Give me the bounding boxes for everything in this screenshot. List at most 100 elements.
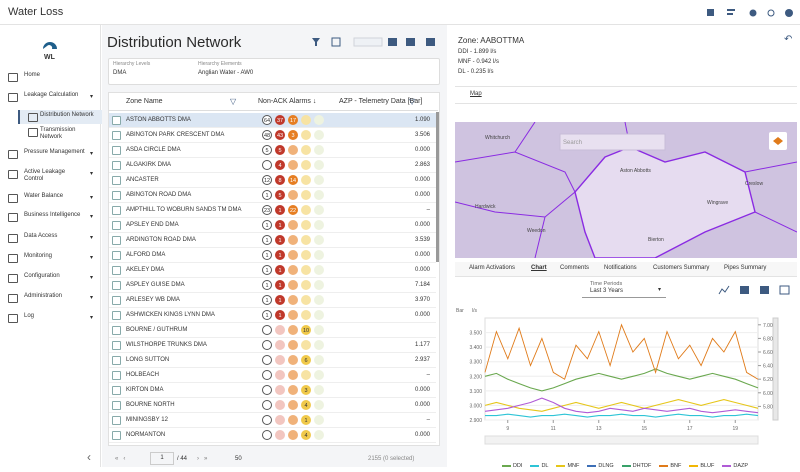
legend-item[interactable]: BNF [659, 463, 681, 469]
tab[interactable]: Pipes Summary [724, 265, 767, 271]
menu-icon[interactable] [8, 213, 18, 222]
menu-icon[interactable] [8, 234, 18, 243]
zone-name[interactable]: ALGAKIRK DMA [126, 162, 172, 168]
legend-item[interactable]: DHTDF [621, 463, 651, 469]
row-checkbox[interactable] [112, 251, 121, 260]
column-header[interactable]: AZP - Telemetry Data [Bar] [339, 98, 423, 105]
dropdown-arrow[interactable]: ▾ [658, 287, 662, 293]
legend-item[interactable]: BLUF [689, 463, 714, 469]
legend-item[interactable]: DDI [501, 463, 522, 469]
row-checkbox[interactable] [112, 131, 121, 140]
zone-name[interactable]: HOLBEACH [126, 372, 160, 378]
menu-icon[interactable] [8, 254, 18, 263]
menu-item[interactable]: Configuration [24, 273, 60, 279]
column-header[interactable]: Non-ACK Alarms ↓ [258, 98, 317, 105]
row-checkbox[interactable] [112, 356, 121, 365]
zone-name[interactable]: ARLESEY WB DMA [126, 297, 180, 303]
menu-caret[interactable]: ▾ [90, 255, 94, 261]
menu-icon[interactable] [8, 274, 18, 283]
zone-name[interactable]: BOURNE / GUTHRUM [126, 327, 188, 333]
zone-name[interactable]: AMPTHILL TO WOBURN SANDS TM DMA [126, 207, 242, 213]
menu-icon[interactable] [8, 314, 18, 323]
row-checkbox[interactable] [112, 236, 121, 245]
row-checkbox[interactable] [112, 416, 121, 425]
menu-item[interactable]: Distribution Network [40, 112, 94, 118]
row-checkbox[interactable] [112, 401, 121, 410]
tab[interactable]: Comments [560, 265, 590, 271]
table-row[interactable] [109, 398, 436, 413]
tab[interactable]: Notifications [604, 265, 637, 271]
menu-caret[interactable]: ▾ [90, 171, 94, 177]
table-row[interactable] [109, 413, 436, 428]
pager-nav[interactable]: « ‹ [115, 456, 126, 462]
menu-item[interactable]: Administration [24, 293, 63, 299]
menu-icon[interactable] [28, 128, 38, 137]
zone-name[interactable]: ASHWICKEN KINGS LYNN DMA [126, 312, 215, 318]
page-tools[interactable] [310, 36, 440, 48]
page-size[interactable]: 50 [235, 456, 242, 462]
row-checkbox[interactable] [112, 311, 121, 320]
table-row[interactable] [109, 323, 436, 338]
zone-name[interactable]: BOURNE NORTH [126, 402, 175, 408]
table-row[interactable] [109, 233, 436, 248]
legend-item[interactable]: DL [530, 463, 548, 469]
filter-value[interactable]: DMA [113, 70, 127, 76]
zone-name[interactable]: APSLEY END DMA [126, 222, 179, 228]
scrollbar[interactable] [436, 112, 439, 262]
page-input[interactable]: 1 [150, 452, 174, 465]
menu-caret[interactable]: ▾ [90, 295, 94, 301]
map-tab[interactable]: Map [470, 91, 482, 97]
menu-caret[interactable]: ▾ [90, 275, 94, 281]
menu-icon[interactable] [8, 93, 18, 102]
row-checkbox[interactable] [112, 371, 121, 380]
zone-name[interactable]: ASDA CIRCLE DMA [126, 147, 181, 153]
menu-caret[interactable]: ▾ [90, 235, 94, 241]
zone-name[interactable]: ABINGTON PARK CRESCENT DMA [126, 132, 225, 138]
menu-item[interactable]: Monitoring [24, 253, 53, 259]
zone-name[interactable]: LONG SUTTON [126, 357, 170, 363]
menu-icon[interactable] [8, 194, 18, 203]
table-row[interactable] [109, 113, 436, 128]
table-row[interactable] [109, 173, 436, 188]
row-checkbox[interactable] [112, 386, 121, 395]
menu-icon[interactable] [8, 294, 18, 303]
row-checkbox[interactable] [112, 191, 121, 200]
zone-name[interactable]: ASTON ABBOTTS DMA [126, 117, 191, 123]
table-row[interactable] [109, 338, 436, 353]
menu-caret[interactable]: ▾ [90, 315, 94, 321]
row-checkbox[interactable] [112, 221, 121, 230]
menu-caret[interactable]: ▾ [90, 214, 94, 220]
zone-name[interactable]: MININGSBY 12 [126, 417, 168, 423]
period-value[interactable]: Last 3 Years [590, 288, 624, 294]
row-checkbox[interactable] [112, 341, 121, 350]
row-checkbox[interactable] [112, 431, 121, 440]
zone-name[interactable]: NORMANTON [126, 432, 166, 438]
row-checkbox[interactable] [112, 206, 121, 215]
menu-icon[interactable] [8, 73, 18, 82]
table-row[interactable] [109, 158, 436, 173]
table-row[interactable] [109, 278, 436, 293]
zone-name[interactable]: ALFORD DMA [126, 252, 166, 258]
tab[interactable]: Customers Summary [653, 265, 710, 271]
table-row[interactable] [109, 218, 436, 233]
menu-item[interactable]: Leakage Calculation [24, 92, 79, 98]
menu-item[interactable]: Business Intelligence [24, 212, 81, 218]
menu-item[interactable]: Home [24, 72, 41, 78]
period-select[interactable] [582, 280, 666, 298]
menu-caret[interactable]: ▾ [90, 195, 94, 201]
chart-tools[interactable] [718, 284, 793, 296]
legend-item[interactable]: MNF [556, 463, 579, 469]
collapse-sidebar[interactable]: ‹ [87, 450, 91, 464]
menu-item[interactable]: Data Access [24, 233, 58, 239]
row-checkbox[interactable] [112, 116, 121, 125]
table-row[interactable] [109, 248, 436, 263]
pager-nav[interactable]: › » [197, 456, 208, 462]
menu-item[interactable]: Water Balance [24, 193, 64, 199]
menu-icon[interactable] [28, 113, 38, 122]
menu-icon[interactable] [8, 170, 18, 179]
legend-item[interactable]: DAZP [722, 463, 748, 469]
table-row[interactable] [109, 143, 436, 158]
zone-name[interactable]: KIRTON DMA [126, 387, 164, 393]
legend-item[interactable]: DLNG [587, 463, 614, 469]
zone-name[interactable]: ABINGTON ROAD DMA [126, 192, 192, 198]
